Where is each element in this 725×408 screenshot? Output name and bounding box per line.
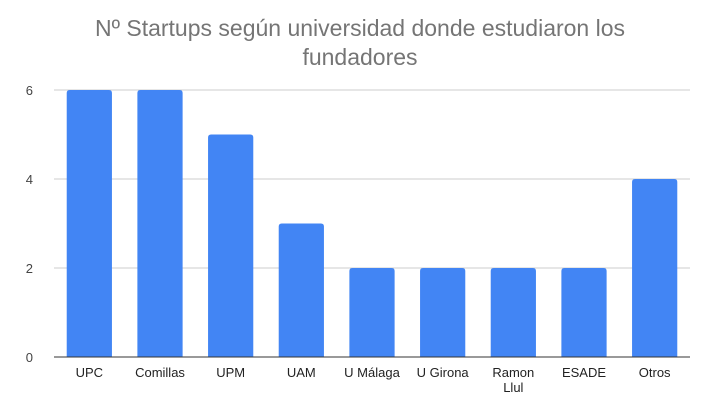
x-tick-label-line: ESADE <box>562 365 606 380</box>
x-tick-label: UPC <box>76 365 103 380</box>
x-tick-label-line: Llul <box>503 380 523 395</box>
bar <box>490 268 536 357</box>
bar <box>137 90 183 357</box>
x-tick-label: Otros <box>639 365 671 380</box>
bar <box>561 268 607 357</box>
x-tick-label-line: UPC <box>76 365 103 380</box>
y-axis: 0 2 4 6 <box>26 83 33 365</box>
x-tick-label: UPM <box>216 365 245 380</box>
x-tick-label-line: U Girona <box>417 365 470 380</box>
bars <box>66 90 678 357</box>
x-tick-label-line: Comillas <box>135 365 185 380</box>
bar <box>420 268 466 357</box>
y-tick-label: 6 <box>26 83 33 98</box>
x-tick-label-line: Ramon <box>492 365 534 380</box>
chart-title: Nº Startups según universidad donde estu… <box>40 14 680 72</box>
bar <box>632 179 678 357</box>
x-tick-label: U Málaga <box>344 365 400 380</box>
x-tick-label-line: Otros <box>639 365 671 380</box>
y-tick-label: 0 <box>26 350 33 365</box>
bar <box>278 223 324 357</box>
y-tick-label: 2 <box>26 261 33 276</box>
x-axis: UPC Comillas UPM UAM U Málaga U Girona Ramon Ll… <box>54 356 690 395</box>
x-tick-label-line: U Málaga <box>344 365 400 380</box>
chart-title-line-1: Nº Startups según universidad donde estu… <box>94 15 626 41</box>
x-tick-label: U Girona <box>417 365 470 380</box>
x-tick-label: UAM <box>287 365 316 380</box>
x-tick-label-line: UAM <box>287 365 316 380</box>
bar <box>208 134 254 357</box>
bar <box>349 268 395 357</box>
x-tick-label-line: UPM <box>216 365 245 380</box>
chart-title-line-2: fundadores <box>302 44 418 70</box>
bar <box>66 90 112 357</box>
y-tick-label: 4 <box>26 172 33 187</box>
x-tick-label: Comillas <box>135 365 185 380</box>
x-tick-label: ESADE <box>562 365 606 380</box>
x-tick-label: Ramon Llul <box>492 365 534 395</box>
